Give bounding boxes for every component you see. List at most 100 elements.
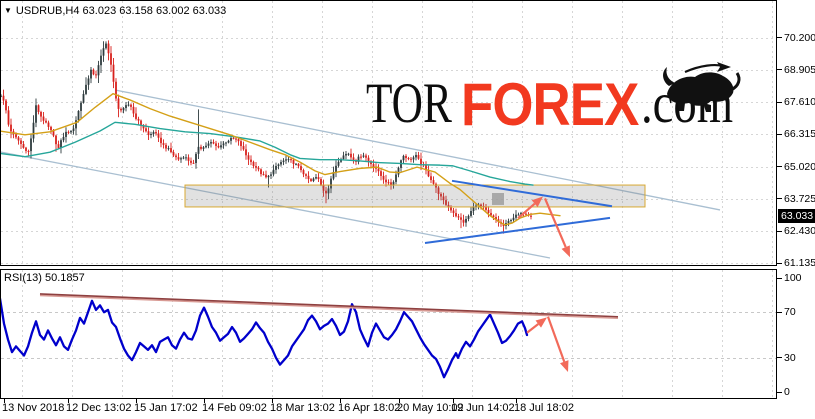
candle-body — [395, 174, 397, 182]
candle-body — [200, 146, 202, 149]
rsi-indicator-label: RSI(13) 50.1857 — [4, 272, 85, 284]
rsi-indicator-canvas[interactable] — [0, 269, 777, 399]
price-axis-label: 66.315 — [784, 128, 815, 141]
price-axis[interactable]: 63.033 70.200 68.905 67.610 66.315 65.020 63.… — [777, 0, 815, 419]
time-axis[interactable]: 13 Nov 2018 12 Dec 13:02 15 Jan 17:02 14 Fe… — [0, 399, 777, 419]
candle-body — [442, 196, 445, 201]
candle-body — [135, 113, 137, 119]
candle-body — [510, 220, 512, 222]
price-axis-tick — [777, 230, 782, 232]
candle-body — [32, 122, 35, 139]
candle-body — [492, 215, 495, 218]
candle-body — [10, 124, 12, 132]
candle-body — [190, 160, 192, 163]
candle-body — [182, 157, 185, 159]
candle-body — [465, 218, 467, 223]
rsi-forecast-arrow-up — [526, 317, 547, 334]
candle-body — [475, 205, 477, 208]
candle-body — [265, 174, 267, 178]
candle-body — [440, 193, 442, 197]
candle-body — [172, 152, 175, 156]
candle-body — [227, 140, 230, 143]
candle-body — [370, 161, 372, 165]
candle-body — [52, 130, 55, 136]
watermark-brand-text: FOREX — [460, 71, 639, 138]
ma-teal-line — [0, 121, 534, 186]
resistance-zone[interactable] — [184, 184, 646, 208]
candle-body — [445, 200, 447, 205]
channel-line-lower[interactable] — [0, 151, 551, 259]
rsi-trendline[interactable] — [39, 293, 619, 318]
candle-body — [382, 175, 385, 180]
candle-body — [55, 135, 57, 145]
rsi-axis-label: 30 — [784, 351, 796, 364]
candle-body — [282, 160, 285, 163]
candle-body — [147, 131, 150, 136]
candle-body — [325, 190, 327, 194]
candle-body — [237, 139, 240, 142]
trend-line-blue-resistance[interactable] — [451, 179, 613, 208]
time-axis-label: 14 Feb 09:02 — [202, 402, 267, 414]
candle-body — [275, 166, 277, 170]
candle-body — [137, 118, 140, 121]
candle-body — [320, 179, 322, 186]
rsi-axis-tick — [777, 391, 782, 393]
candle-body — [175, 155, 177, 158]
candle-body — [322, 185, 325, 191]
candle-body — [252, 161, 255, 167]
candle-body — [362, 155, 365, 157]
channel-line-upper[interactable] — [114, 89, 721, 211]
candle-body — [435, 183, 437, 188]
candle-body — [85, 84, 87, 94]
candle-body — [380, 171, 382, 176]
candle-body — [132, 106, 135, 114]
candle-body — [65, 131, 67, 137]
candle-body — [152, 132, 155, 134]
candle-body — [372, 164, 375, 168]
symbol-dropdown-icon[interactable]: ▼ — [4, 6, 12, 15]
candle-body — [405, 155, 407, 159]
price-axis-label: 67.610 — [784, 96, 815, 109]
bull-icon — [663, 62, 741, 112]
candle-body — [287, 159, 290, 161]
candle-body — [217, 145, 220, 148]
trend-line-blue-support[interactable] — [424, 216, 611, 245]
candle-body — [47, 122, 50, 127]
candle-body — [352, 157, 355, 161]
candle-body — [185, 157, 187, 159]
candle-body — [142, 125, 145, 129]
candle-body — [187, 157, 190, 161]
price-axis-label: 62.430 — [784, 225, 815, 238]
ma-orange-line — [0, 93, 561, 226]
candle-body — [140, 120, 142, 126]
candle-body — [330, 178, 332, 189]
candle-body — [115, 81, 117, 99]
candle-body — [35, 105, 37, 123]
time-axis-tick — [453, 399, 454, 403]
candle-body — [402, 155, 405, 161]
broker-watermark: TOR FOREX .com — [366, 71, 753, 138]
price-axis-tick — [777, 198, 782, 200]
time-axis-label: 19 Jun 14:02 — [451, 402, 515, 414]
candle-body — [225, 142, 227, 144]
candle-body — [15, 134, 17, 138]
candle-body — [122, 108, 125, 111]
candle-body — [150, 133, 152, 136]
candle-body — [525, 213, 527, 215]
candle-body — [450, 207, 452, 211]
candle-body — [220, 145, 222, 148]
candle-body — [377, 168, 380, 172]
time-axis-tick — [4, 399, 5, 403]
candle-body — [512, 217, 515, 221]
candle-body — [517, 214, 520, 216]
price-axis-label: 63.725 — [784, 192, 815, 205]
price-chart-canvas[interactable] — [0, 0, 777, 266]
candle-body — [167, 148, 170, 150]
candle-body — [197, 146, 200, 154]
candle-body — [222, 143, 225, 146]
candle-body — [92, 69, 95, 75]
rsi-axis-tick — [777, 311, 782, 313]
rsi-axis-label: 70 — [784, 306, 796, 319]
chart-title-text: USDRUB,H4 63.023 63.158 63.002 63.033 — [15, 5, 227, 17]
